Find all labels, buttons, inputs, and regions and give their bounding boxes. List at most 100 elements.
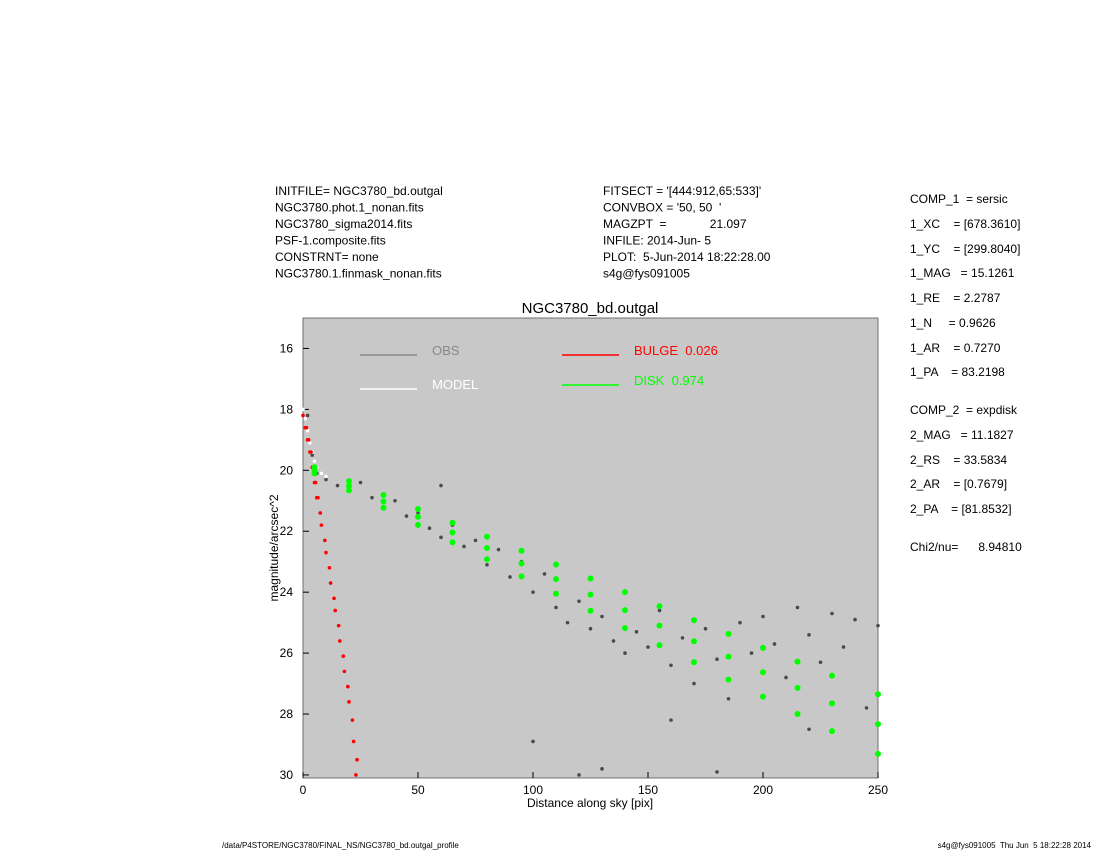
data-point: [611, 639, 616, 643]
data-point: [646, 645, 650, 649]
data-point: [393, 498, 397, 503]
legend-label: OBS: [432, 343, 460, 358]
header-middle: MAGZPT = 21.097: [603, 217, 747, 231]
data-point: [577, 599, 581, 604]
data-point: [623, 651, 627, 655]
data-point: [875, 750, 881, 757]
fit-parameter: 1_YC = [299.8040]: [910, 242, 1020, 256]
data-point: [794, 684, 801, 691]
data-point: [818, 660, 823, 665]
data-point: [622, 625, 628, 632]
data-point: [309, 450, 313, 454]
y-tick-label: 18: [280, 402, 294, 416]
data-point: [355, 757, 359, 762]
fit-parameter: Chi2/nu= 8.94810: [910, 540, 1022, 554]
data-point: [341, 654, 346, 658]
data-point: [829, 728, 835, 735]
data-point: [301, 413, 305, 418]
data-point: [508, 575, 512, 579]
data-point: [311, 470, 318, 477]
fit-parameter: 1_N = 0.9626: [910, 316, 996, 330]
data-point: [328, 581, 333, 585]
data-point: [656, 642, 663, 649]
data-point: [305, 413, 310, 418]
legend-label: BULGE 0.026: [634, 343, 718, 358]
data-point: [807, 633, 811, 637]
data-point: [346, 482, 352, 489]
legend-label: DISK 0.974: [634, 373, 704, 388]
header-left: NGC3780.1.finmask_nonan.fits: [275, 267, 442, 281]
data-point: [725, 676, 732, 683]
data-point: [841, 645, 846, 649]
data-point: [600, 767, 604, 771]
data-point: [416, 511, 420, 515]
data-point: [335, 483, 340, 488]
data-point: [761, 614, 765, 619]
data-point: [542, 572, 547, 576]
data-point: [380, 498, 387, 505]
y-tick-label: 16: [280, 341, 294, 355]
y-tick-label: 26: [280, 646, 294, 660]
header-left: CONSTRNT= none: [275, 250, 379, 264]
data-point: [600, 614, 604, 619]
data-point: [784, 675, 788, 680]
data-point: [336, 623, 341, 628]
data-point: [449, 539, 456, 546]
data-point: [319, 523, 324, 527]
data-point: [864, 706, 869, 710]
data-point: [692, 681, 696, 686]
y-tick-label: 22: [280, 524, 294, 538]
data-point: [669, 718, 673, 722]
data-point: [303, 416, 308, 421]
x-tick-label: 250: [868, 783, 888, 797]
fit-parameter: 1_XC = [678.3610]: [910, 217, 1020, 231]
data-point: [354, 773, 358, 777]
data-point: [333, 608, 338, 613]
data-point: [656, 603, 663, 610]
data-point: [760, 693, 766, 700]
fit-parameter: 2_MAG = 11.1827: [910, 428, 1014, 442]
data-point: [306, 438, 311, 442]
header-middle: CONVBOX = '50, 50 ': [603, 201, 721, 215]
data-point: [473, 538, 478, 543]
x-tick-label: 100: [523, 783, 543, 797]
data-point: [332, 596, 336, 601]
data-point: [634, 629, 639, 634]
data-point: [439, 535, 443, 540]
data-point: [829, 700, 835, 707]
data-point: [324, 550, 328, 555]
fit-parameter: 1_AR = 0.7270: [910, 341, 1001, 355]
y-tick-label: 24: [280, 585, 294, 599]
data-point: [346, 684, 350, 689]
data-point: [565, 620, 570, 625]
data-point: [760, 669, 766, 676]
data-point: [875, 691, 881, 698]
data-point: [484, 556, 490, 563]
data-point: [553, 576, 559, 583]
data-point: [484, 545, 490, 551]
plot-area: [302, 317, 879, 779]
legend-label: MODEL: [432, 377, 478, 392]
x-tick-label: 0: [300, 783, 307, 797]
data-point: [691, 659, 697, 666]
data-point: [308, 441, 312, 445]
x-axis-label: Distance along sky [pix]: [527, 796, 653, 810]
fit-parameter: COMP_1 = sersic: [910, 192, 1008, 206]
data-point: [323, 538, 327, 543]
data-point: [415, 513, 421, 520]
data-point: [304, 425, 309, 430]
data-point: [484, 533, 490, 540]
data-point: [794, 658, 801, 665]
footer-path: /data/P4STORE/NGC3780/FINAL_NS/NGC3780_b…: [222, 841, 459, 850]
data-point: [301, 407, 305, 412]
x-tick-label: 150: [638, 783, 658, 797]
data-point: [310, 453, 315, 457]
data-point: [760, 644, 766, 651]
header-middle: PLOT: 5-Jun-2014 18:22:28.00: [603, 250, 771, 264]
fit-parameter: 1_RE = 2.2787: [910, 291, 1001, 305]
y-tick-label: 28: [280, 707, 294, 721]
y-tick-label: 30: [280, 768, 294, 782]
data-point: [518, 560, 525, 567]
data-point: [553, 590, 559, 597]
